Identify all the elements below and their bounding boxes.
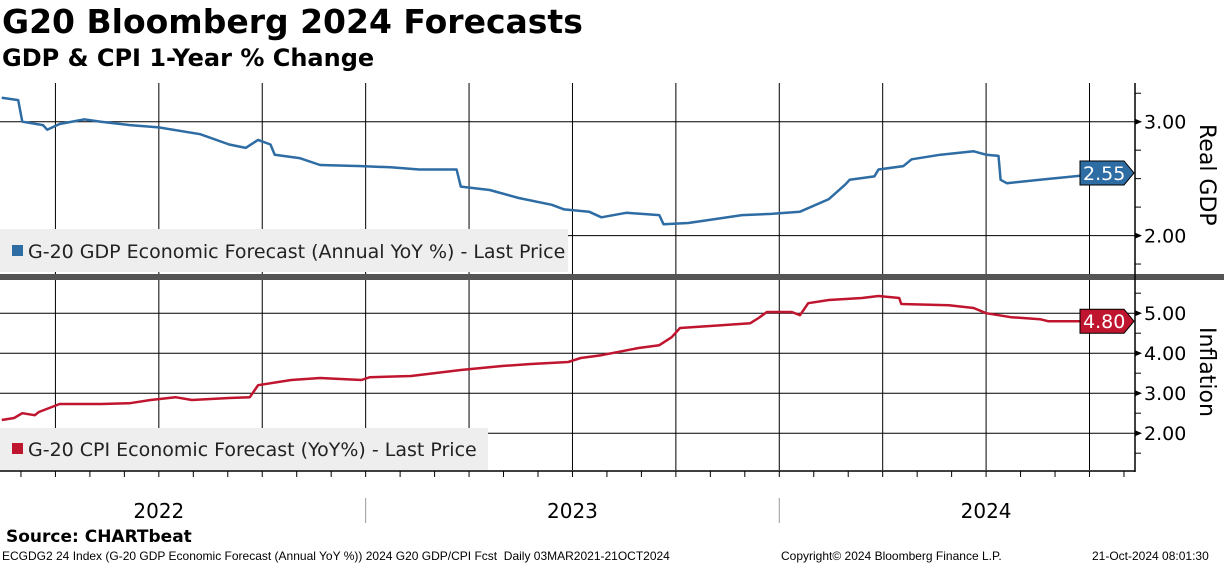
gdp-legend-swatch xyxy=(12,245,23,256)
cpi-legend-swatch xyxy=(12,443,23,454)
cpi-line xyxy=(1,294,1111,422)
y-tick-label: 3.00 xyxy=(1144,383,1186,405)
y-tick-label: 4.00 xyxy=(1144,343,1186,365)
y-tick-label: 5.00 xyxy=(1144,303,1186,325)
cpi-legend-label: G-20 CPI Economic Forecast (YoY%) - Last… xyxy=(28,439,477,461)
x-year-label: 2024 xyxy=(961,499,1012,523)
series xyxy=(1,96,1111,422)
footer-timestamp: 21-Oct-2024 08:01:30 xyxy=(1092,549,1209,563)
axes: 2022 2023 2024 3.00 2.00 2.55 5.00 4.00 3.00 2.00… xyxy=(20,92,1186,523)
chart-title: G20 Bloomberg 2024 Forecasts xyxy=(2,2,583,41)
gdp-axis-title: Real GDP xyxy=(1194,124,1219,226)
y-tick-label: 2.00 xyxy=(1144,226,1186,248)
last-value-label: 4.80 xyxy=(1083,311,1125,333)
gdp-line xyxy=(1,96,1111,226)
panel-separator[interactable] xyxy=(0,274,1224,280)
gdp-legend-label: G-20 GDP Economic Forecast (Annual YoY %… xyxy=(28,241,565,263)
source-note: Source: CHARTbeat xyxy=(6,527,192,547)
footer-ticker: ECGDG2 24 Index (G-20 GDP Economic Forec… xyxy=(2,549,670,563)
last-value-tag xyxy=(1079,308,1135,334)
cpi-legend-box xyxy=(0,428,488,470)
last-value-tag xyxy=(1079,160,1135,186)
y-tick-label: 2.00 xyxy=(1144,423,1186,445)
x-year-label: 2023 xyxy=(547,499,598,523)
cpi-axis-title: Inflation xyxy=(1194,327,1219,417)
chart-subtitle: GDP & CPI 1-Year % Change xyxy=(2,44,375,72)
last-value-label: 2.55 xyxy=(1083,163,1125,185)
gdp-legend-box xyxy=(0,229,568,272)
y-tick-label: 3.00 xyxy=(1144,112,1186,134)
footer-copyright: Copyright© 2024 Bloomberg Finance L.P. xyxy=(781,549,1002,563)
x-year-label: 2022 xyxy=(133,499,184,523)
